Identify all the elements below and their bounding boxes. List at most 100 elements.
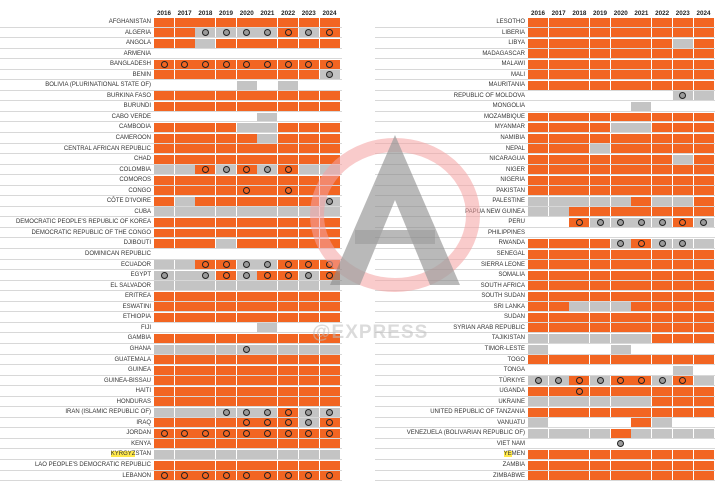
table-row: KYRGYZSTAN [0,449,342,460]
status-cell-2017 [174,217,195,227]
country-name: AFGHANISTAN [108,19,151,25]
status-cell-2020 [236,186,257,196]
status-cell-2023 [298,133,319,143]
status-cell-2018 [195,249,216,259]
year-header-2024: 2024 [322,10,337,17]
ringed-dot-icon [326,197,333,205]
status-cell-2018 [195,428,216,438]
country-name: BURKINA FASO [106,92,151,99]
status-cell-2021 [257,123,278,133]
status-cell-2023 [672,112,693,122]
left-country-table: 2016 2017 2018 2019 2020 2021 2022 2023 2024 AFG… [0,5,342,482]
status-cell-2022 [652,112,673,122]
status-cell-2020 [236,196,257,206]
status-cell-2018 [569,439,590,449]
status-cell-2023 [672,397,693,407]
status-cell-2023 [672,450,693,459]
ringed-dot-icon [617,377,625,385]
status-cell-2016 [154,175,174,185]
ringed-dot-icon [243,472,251,480]
status-cell-2021 [257,439,278,449]
status-cell-2024 [693,471,714,481]
status-cell-2024 [319,450,340,459]
status-cell-2016 [528,302,548,312]
status-cell-2016 [154,239,174,249]
status-cell-2017 [548,450,569,459]
status-cell-2017 [548,397,569,407]
status-cell-2016 [528,365,548,375]
ringed-dot-icon [575,218,583,226]
status-cell-2021 [631,133,652,143]
highlighted-text: KYRGYZ [110,451,136,458]
status-cell-2017 [548,144,569,154]
status-cell-2018 [195,355,216,365]
status-cell-2018 [569,270,590,280]
status-cell-2019 [590,239,611,249]
status-cell-2022 [652,344,673,354]
status-cell-2024 [319,207,340,217]
status-cell-2017 [174,196,195,206]
status-cell-2020 [610,123,631,133]
status-cell-2019 [216,386,237,396]
table-row: GAMBIA [0,333,342,344]
table-row: SOUTH SUDAN [375,291,715,302]
status-cell-2021 [631,70,652,80]
status-cell-2024 [319,144,340,154]
status-cell-2017 [548,49,569,59]
country-name: NIGERIA [500,177,525,184]
status-cell-2016 [154,196,174,206]
country-name: SRI LANKA [493,303,525,310]
status-cell-2023 [672,59,693,69]
status-cell-2024 [319,291,340,301]
status-cell-2017 [174,49,195,59]
status-cell-2023 [298,196,319,206]
status-cell-2018 [569,344,590,354]
status-cell-2020 [610,260,631,270]
status-cell-2021 [631,28,652,38]
year-header-2020: 2020 [239,10,254,17]
table-row: DEMOCRATIC REPUBLIC OF THE CONGO [0,228,342,239]
status-cell-2024 [319,17,340,27]
status-cell-2020 [236,312,257,322]
status-cell-2018 [195,228,216,238]
country-name: NEPAL [505,145,525,152]
ringed-dot-icon [284,29,292,37]
status-cell-2023 [672,217,693,227]
table-row: SRI LANKA [375,302,715,313]
status-cell-2019 [590,460,611,470]
status-cell-2024 [693,38,714,48]
ringed-dot-icon [201,29,209,37]
ringed-dot-icon [160,60,168,68]
ringed-dot-icon [243,345,251,353]
ringed-dot-icon [575,387,583,395]
status-cell-2019 [216,28,237,38]
status-cell-2021 [257,376,278,386]
status-cell-2023 [672,49,693,59]
status-cell-2020 [610,355,631,365]
status-cell-2022 [652,386,673,396]
country-name: PAKISTAN [496,187,525,194]
country-name: ERITREA [124,293,151,300]
status-cell-2018 [569,460,590,470]
status-cell-2018 [569,196,590,206]
status-cell-2021 [631,91,652,101]
status-cell-2022 [652,302,673,312]
status-cell-2019 [590,112,611,122]
status-cell-2019 [590,165,611,175]
status-cell-2016 [528,344,548,354]
status-cell-2020 [236,144,257,154]
status-cell-2021 [631,239,652,249]
status-cell-2016 [528,133,548,143]
table-row: TAJIKISTAN [375,333,715,344]
status-cell-2022 [652,323,673,333]
status-cell-2020 [610,133,631,143]
status-cell-2024 [319,260,340,270]
status-cell-2019 [590,450,611,459]
status-cell-2020 [236,471,257,481]
table-row: RWANDA [375,238,715,250]
status-cell-2023 [672,249,693,259]
table-row: COLOMBIA [0,165,342,176]
status-cell-2021 [631,38,652,48]
country-name: TONGA [503,367,525,374]
status-cell-2022 [278,439,299,449]
